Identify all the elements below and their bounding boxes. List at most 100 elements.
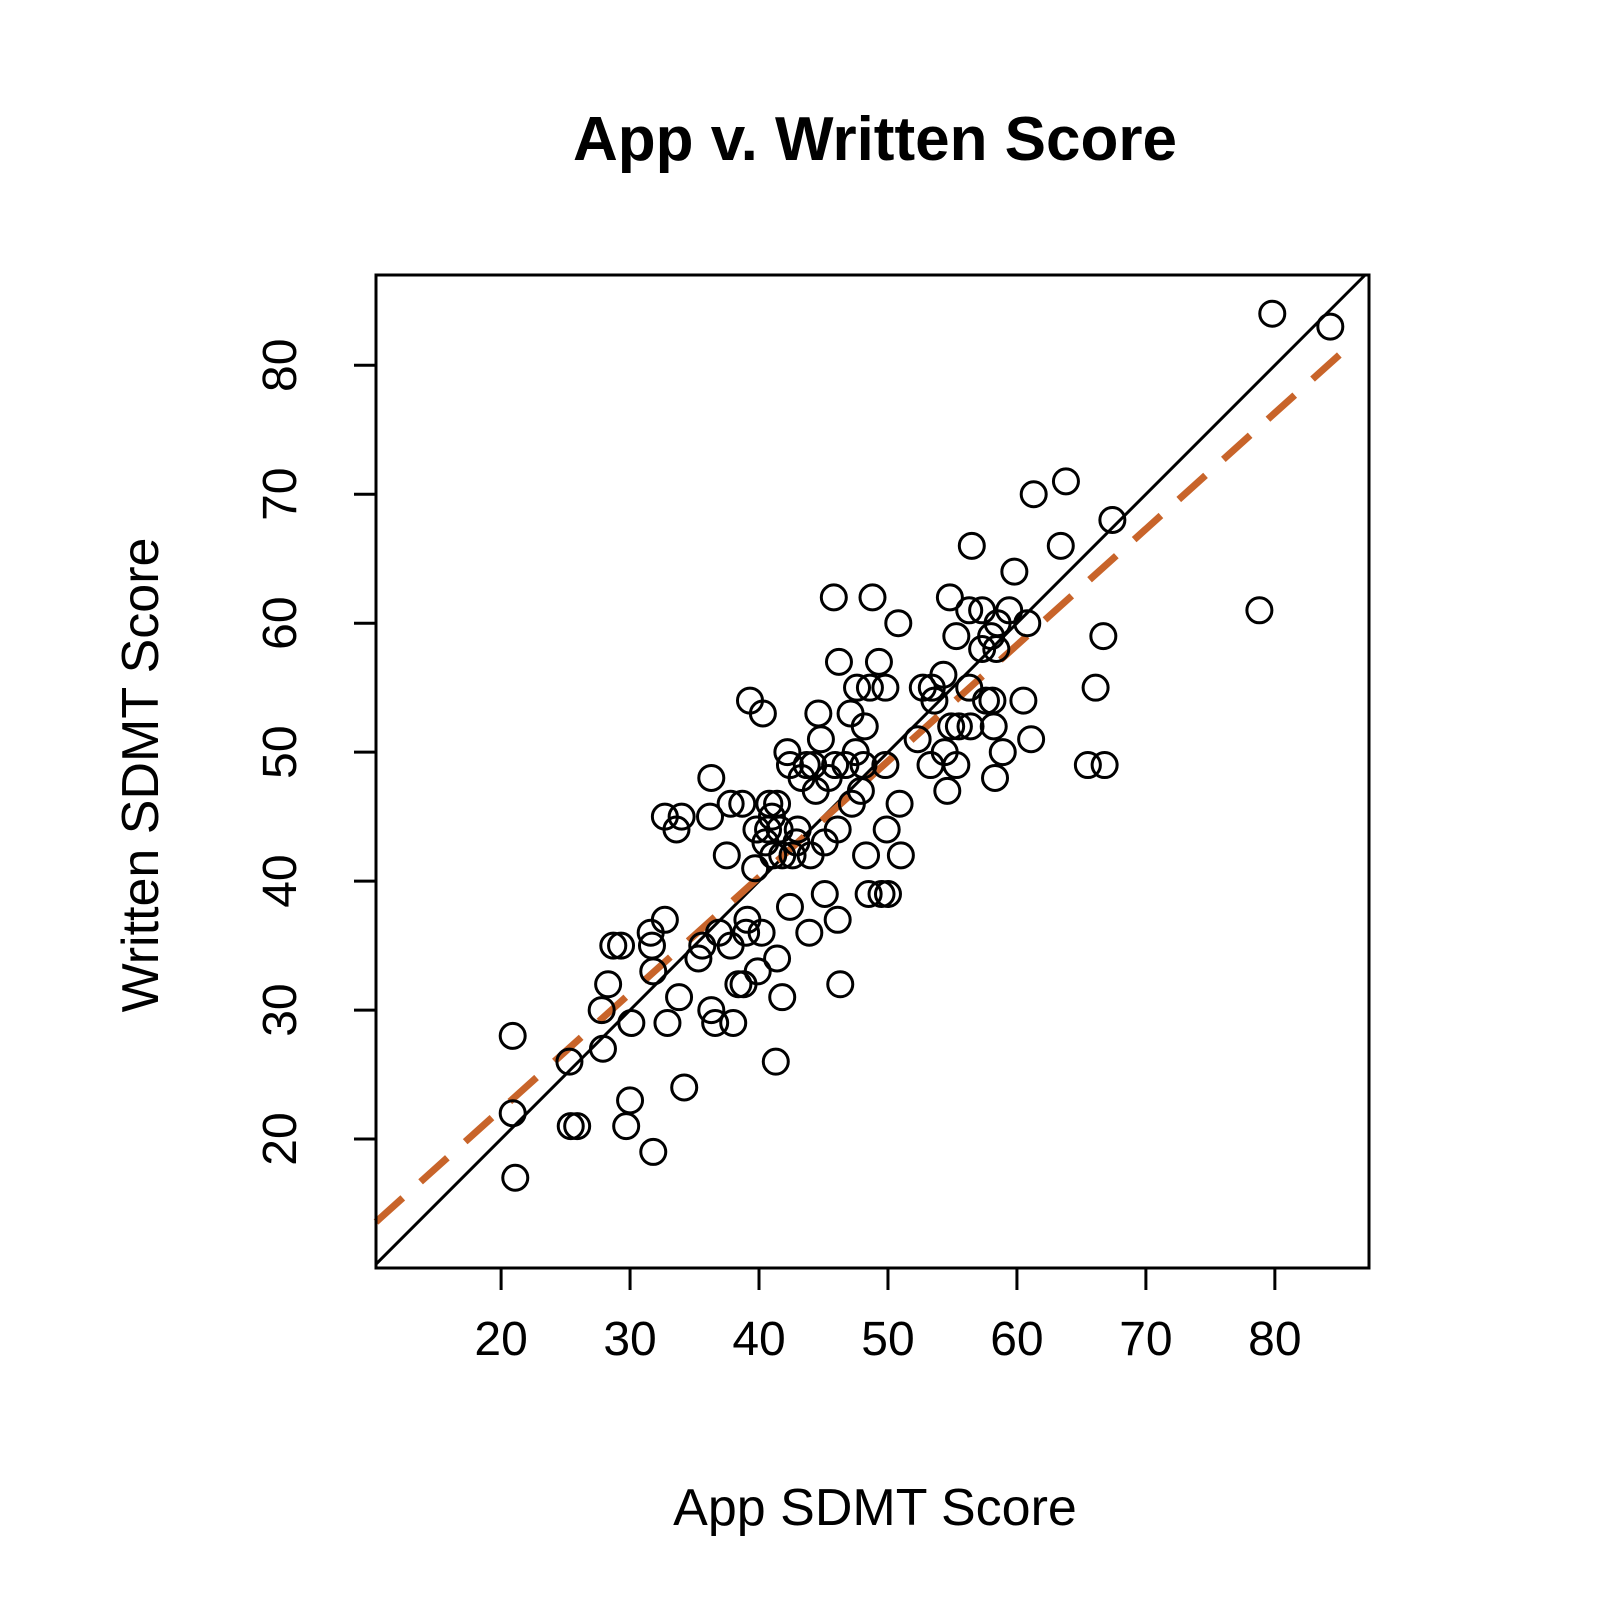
y-tick-label: 20: [254, 1112, 307, 1165]
data-point: [773, 738, 802, 767]
y-tick-label: 60: [254, 596, 307, 649]
data-point: [775, 892, 804, 921]
identity-line: [374, 273, 1367, 1266]
data-point: [852, 841, 881, 870]
data-point: [843, 673, 872, 702]
data-point: [854, 880, 883, 909]
data-point: [712, 841, 741, 870]
data-point: [956, 712, 985, 741]
y-tick-label: 80: [254, 339, 307, 392]
data-point: [819, 583, 848, 612]
data-point: [821, 751, 850, 780]
data-point: [979, 712, 1008, 741]
data-point: [937, 712, 966, 741]
data-point: [501, 1163, 530, 1192]
data-point: [933, 776, 962, 805]
data-point: [1316, 312, 1345, 341]
data-point: [1046, 531, 1075, 560]
x-tick-label: 80: [1248, 1313, 1301, 1366]
data-point: [741, 854, 770, 883]
data-point: [823, 905, 852, 934]
fit-line: [373, 338, 1358, 1225]
data-point: [823, 815, 852, 844]
data-point: [747, 918, 776, 947]
data-point: [667, 802, 696, 831]
data-point: [942, 622, 971, 651]
data-point: [824, 647, 853, 676]
data-point: [1051, 467, 1080, 496]
data-point: [1019, 480, 1048, 509]
y-tick-label: 40: [254, 854, 307, 907]
data-point: [716, 789, 745, 818]
data-point: [662, 815, 691, 844]
data-point: [719, 1008, 748, 1037]
data-point: [732, 918, 761, 947]
data-point: [650, 905, 679, 934]
data-point: [1090, 751, 1119, 780]
data-point: [498, 1021, 527, 1050]
data-point: [806, 725, 835, 754]
data-point: [639, 957, 668, 986]
data-point: [867, 880, 896, 909]
y-tick-label: 30: [254, 983, 307, 1036]
data-point: [748, 699, 777, 728]
data-point: [871, 673, 900, 702]
data-points: [498, 299, 1345, 1192]
data-point: [1258, 299, 1287, 328]
data-point: [1089, 622, 1118, 651]
data-point: [920, 686, 949, 715]
data-point: [1009, 686, 1038, 715]
data-point: [763, 944, 792, 973]
data-point: [1098, 506, 1127, 535]
x-tick-label: 20: [474, 1313, 527, 1366]
data-point: [810, 880, 839, 909]
chart-title: App v. Written Score: [573, 105, 1177, 174]
data-point: [665, 983, 694, 1012]
data-point: [995, 596, 1024, 625]
data-point: [929, 660, 958, 689]
data-point: [955, 596, 984, 625]
data-point: [588, 1034, 617, 1063]
data-point: [768, 983, 797, 1012]
x-axis-label: App SDMT Score: [673, 1479, 1077, 1537]
axis-ticks: 20 30 40 50 60 70 80 20 30 40 50 60 70 80: [254, 339, 1302, 1366]
data-point: [612, 1112, 641, 1141]
data-point: [795, 918, 824, 947]
data-point: [873, 880, 902, 909]
data-point: [759, 841, 788, 870]
data-point: [783, 815, 812, 844]
x-tick-label: 50: [861, 1313, 914, 1366]
x-tick-label: 60: [990, 1313, 1043, 1366]
data-point: [555, 1047, 584, 1076]
data-point: [761, 1047, 790, 1076]
data-point: [850, 712, 879, 741]
data-point: [701, 1008, 730, 1037]
y-tick-label: 70: [254, 468, 307, 521]
reference-lines: [373, 273, 1367, 1266]
data-point: [872, 815, 901, 844]
data-point: [778, 841, 807, 870]
data-point: [653, 1008, 682, 1037]
data-point: [498, 1099, 527, 1128]
data-point: [1073, 751, 1102, 780]
data-point: [696, 802, 725, 831]
x-tick-label: 70: [1119, 1313, 1172, 1366]
data-point: [977, 622, 1006, 651]
x-tick-label: 30: [603, 1313, 656, 1366]
data-point: [1017, 725, 1046, 754]
data-point: [728, 789, 757, 818]
data-point: [1081, 673, 1110, 702]
data-point: [616, 1086, 645, 1115]
data-point: [978, 686, 1007, 715]
data-point: [1000, 557, 1029, 586]
data-point: [944, 712, 973, 741]
data-point: [1245, 596, 1274, 625]
data-point: [684, 944, 713, 973]
y-tick-label: 50: [254, 725, 307, 778]
data-point: [755, 789, 784, 818]
data-point: [957, 531, 986, 560]
data-point: [697, 996, 726, 1025]
data-point: [617, 1008, 646, 1037]
